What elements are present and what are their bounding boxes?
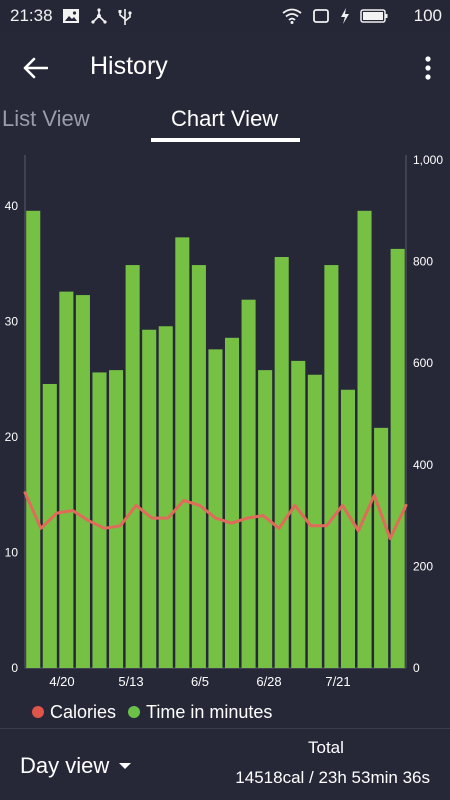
tab-chart-view[interactable]: Chart View [171,106,279,131]
right-tick-label: 1,000 [413,153,443,167]
time-dot-icon [128,706,141,718]
bar-time-minutes [109,370,124,668]
wifi-icon [282,8,302,29]
divider [0,728,450,729]
bar-time-minutes [75,295,90,668]
battery-icon [360,8,388,29]
image-icon [62,8,80,31]
dropdown-arrow-icon [119,763,132,769]
view-dropdown[interactable]: Day view [20,753,132,779]
x-tick-label: 6/28 [256,674,281,689]
bar-time-minutes [92,372,107,668]
right-tick-label: 200 [413,559,433,573]
history-chart: 0 10 20 30 40 0 200 400 600 800 1,000 4/20 5/13 6/5 6/… [0,148,450,693]
charging-icon [340,8,350,29]
status-bar: 21:38 100 [0,0,450,32]
chart-legend: Calories Time in minutes [32,700,284,724]
bar-time-minutes [59,291,74,668]
legend-item-calories: Calories [32,702,116,723]
share-icon [90,8,108,31]
bar-time-minutes [374,427,389,668]
bar-time-minutes [191,265,206,668]
legend-label-calories: Calories [50,701,117,722]
view-tabs: List View Chart View [0,104,450,144]
more-options-button[interactable] [420,50,436,86]
x-tick-label: 4/20 [49,674,74,689]
tab-list-view[interactable]: List View [2,106,90,131]
bar-time-minutes [340,389,356,668]
bar-time-minutes [26,210,41,669]
bar-time-minutes [158,326,173,668]
bar-time-minutes [208,349,223,668]
bar-time-minutes [175,237,190,668]
x-tick-label: 7/21 [325,674,350,689]
left-tick-label: 40 [5,199,19,213]
status-right-icons [282,8,388,29]
left-tick-label: 10 [5,546,19,560]
bottom-bar: Day view Total 14518cal / 23h 53min 36s [0,729,450,800]
bar-time-minutes [390,248,405,668]
app-bar: History [0,32,450,104]
screen-icon [312,8,330,29]
tab-indicator [151,138,300,142]
calories-line [23,491,408,540]
left-tick-label: 30 [5,315,19,329]
page-title: History [90,52,168,80]
bar-time-minutes [357,210,372,669]
right-tick-label: 600 [413,356,433,370]
bar-time-minutes [241,299,256,668]
bar-time-minutes [125,265,140,668]
legend-item-time: Time in minutes [128,702,272,723]
status-time: 21:38 [10,6,53,25]
view-dropdown-value: Day view [20,753,110,778]
right-tick-label: 0 [413,661,420,675]
x-tick-label: 5/13 [118,674,143,689]
right-tick-label: 400 [413,458,433,472]
total-label: Total [308,738,344,757]
calories-dot-icon [32,706,44,718]
x-tick-label: 6/5 [191,674,209,689]
back-button[interactable] [18,52,52,84]
bar-time-minutes [324,265,339,668]
bar-time-minutes [42,383,57,668]
total-value: 14518cal / 23h 53min 36s [235,768,430,787]
usb-icon [118,8,132,31]
bar-time-minutes [291,360,306,668]
bar-time-minutes [224,337,240,668]
right-tick-label: 800 [413,255,433,269]
more-vert-icon [425,56,431,80]
legend-label-time: Time in minutes [146,701,273,722]
left-tick-label: 0 [11,661,18,675]
battery-percent: 100 [413,6,442,25]
bar-time-minutes [307,374,322,668]
arrow-left-icon [23,57,48,79]
bar-time-minutes [142,329,157,668]
bar-time-minutes [274,256,289,668]
left-tick-label: 20 [5,430,19,444]
status-left-icons [62,8,132,31]
